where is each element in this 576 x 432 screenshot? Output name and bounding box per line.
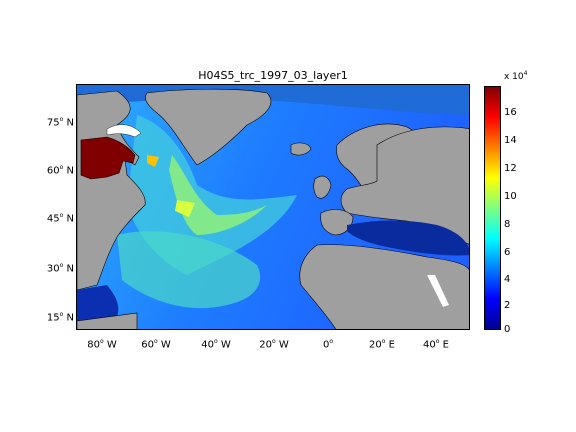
mediterranean <box>347 220 469 256</box>
greenland <box>145 88 272 166</box>
colorbar-tick-6: 6 <box>504 247 511 258</box>
lat-label-15: 15o N <box>46 311 74 324</box>
lon-label-60w: 60o W <box>141 338 171 351</box>
lon-label-80w: 80o W <box>87 338 117 351</box>
lon-label-20w: 20o W <box>259 338 289 351</box>
lon-label-20e: 20o E <box>369 338 395 351</box>
colorbar-tick-14: 14 <box>504 135 517 146</box>
lat-label-75: 75o N <box>46 116 74 129</box>
colorbar-tick-12: 12 <box>504 163 517 174</box>
high-concentration-band <box>169 155 267 235</box>
map-title: H04S5_trc_1997_03_layer1 <box>198 69 348 82</box>
lon-label-40e: 40o E <box>423 338 449 351</box>
british-isles <box>313 175 332 199</box>
red-sea <box>427 275 449 307</box>
lat-label-30: 30o N <box>46 262 74 275</box>
lon-label-0: 0o <box>322 338 334 351</box>
gulf-of-mexico <box>77 285 119 321</box>
gyre-region <box>117 231 261 309</box>
lat-label-45: 45o N <box>46 212 74 225</box>
colorbar-tick-10: 10 <box>504 191 517 202</box>
hotspot-orange <box>147 155 159 167</box>
colorbar-tick-0: 0 <box>504 324 511 335</box>
colorbar-tick-4: 4 <box>504 274 511 285</box>
iceland <box>290 142 312 156</box>
tracer-map <box>76 84 470 330</box>
colorbar-multiplier: x 104 <box>504 70 528 82</box>
africa <box>299 244 469 329</box>
europe-asia <box>340 126 469 245</box>
hudson-bay-max <box>80 136 136 180</box>
hotspot-yellow <box>175 200 195 217</box>
colorbar-tick-16: 16 <box>504 107 517 118</box>
colorbar-tick-8: 8 <box>504 219 511 230</box>
colorbar-tick-2: 2 <box>504 300 511 311</box>
lat-label-60: 60o N <box>46 164 74 177</box>
central-america <box>77 312 138 329</box>
labrador-missing <box>106 124 142 138</box>
colorbar <box>484 86 501 330</box>
lon-label-40w: 40o W <box>201 338 231 351</box>
map-canvas <box>77 85 469 329</box>
